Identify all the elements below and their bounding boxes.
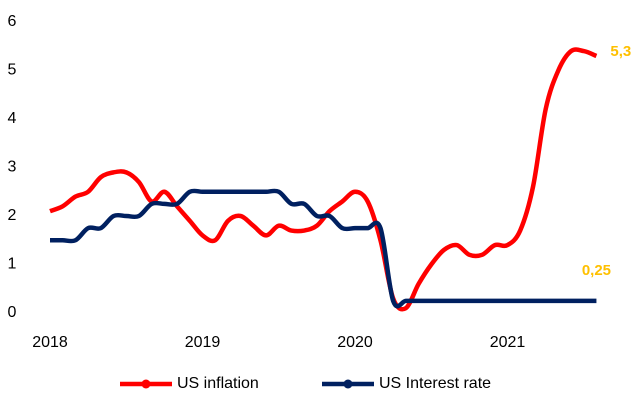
line-series bbox=[50, 188, 597, 309]
y-tick-label: 5 bbox=[8, 62, 17, 79]
y-tick-label: 0 bbox=[8, 304, 17, 321]
data-label: 5,3 bbox=[610, 43, 631, 60]
y-tick-label: 1 bbox=[8, 256, 17, 273]
x-tick-label: 2019 bbox=[185, 334, 221, 351]
y-tick-label: 6 bbox=[8, 13, 17, 30]
legend-marker bbox=[343, 379, 353, 389]
y-tick-label: 3 bbox=[8, 159, 17, 176]
x-tick-label: 2018 bbox=[32, 334, 68, 351]
legend-label: US inflation bbox=[177, 375, 259, 392]
y-tick-label: 2 bbox=[8, 207, 17, 224]
y-tick-label: 4 bbox=[8, 110, 17, 127]
x-tick-label: 2020 bbox=[337, 334, 373, 351]
legend-label: US Interest rate bbox=[379, 375, 491, 392]
x-tick-label: 2021 bbox=[490, 334, 526, 351]
legend-marker bbox=[141, 379, 151, 389]
line-series bbox=[49, 47, 598, 312]
data-label: 0,25 bbox=[582, 262, 611, 279]
